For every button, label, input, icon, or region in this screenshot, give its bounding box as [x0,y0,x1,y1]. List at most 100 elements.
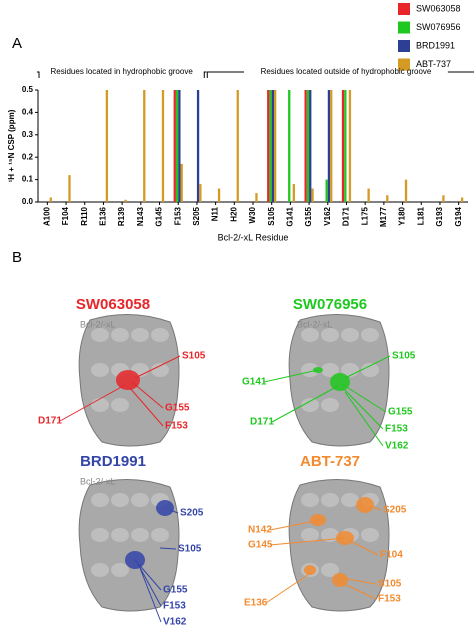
bar [49,197,52,202]
residue-pointer [342,387,384,430]
x-tick-label: A100 [42,206,51,226]
residue-pointer [344,391,384,447]
surface-texture [111,398,129,412]
residue-pointer [339,581,377,600]
legend-label: BRD1991 [416,40,455,50]
surface-texture [361,328,379,342]
panel-label: B [12,249,22,266]
residue-pointer [344,355,391,379]
surface-texture [361,363,379,377]
surface-texture [111,328,129,342]
surface-texture [131,528,149,542]
surface-texture [131,328,149,342]
x-tick-label: H20 [229,206,238,221]
x-tick-label: L175 [360,206,369,225]
surface-texture [91,493,109,507]
bar [330,90,333,202]
residue-label: D171 [250,417,274,428]
protein-label: Bcl-2/-xL [80,476,116,486]
residue-label: V162 [385,441,409,452]
residue-pointer [139,567,162,623]
x-tick-label: G145 [155,206,164,226]
ligand-title: BRD1991 [80,453,146,470]
x-tick-label: D171 [342,206,351,226]
surface-texture [91,528,109,542]
surface-texture [111,563,129,577]
bar [442,195,445,202]
surface-texture [91,398,109,412]
bar [309,90,312,202]
y-tick-label: 0.4 [22,108,34,117]
x-tick-label: L181 [416,206,425,225]
bar [175,90,179,202]
panel-label: A [12,35,22,52]
surface-texture [361,528,379,542]
surface-texture [321,563,339,577]
x-tick-label: G194 [454,206,463,226]
legend-label: SW063058 [416,3,461,13]
protein-surface [78,479,180,612]
bar [311,188,314,202]
residue-pointer [341,577,377,585]
ligand-title: SW076956 [293,296,367,313]
ligand-title: ABT-737 [300,453,360,470]
residue-label: F153 [165,421,188,432]
x-tick-label: R110 [80,206,89,225]
surface-texture [301,328,319,342]
residue-label: G155 [388,407,413,418]
y-tick-label: 0.3 [22,130,34,139]
residue-label: S105 [378,579,402,590]
surface-texture [341,493,359,507]
residue-pointer [134,559,162,591]
surface-texture [91,363,109,377]
residue-label: G155 [165,403,190,414]
residue-label: S105 [392,351,416,362]
surface-texture [301,528,319,542]
bar [173,90,176,202]
x-tick-label: G193 [435,206,444,226]
bar [236,90,239,202]
residue-label: S105 [178,544,202,555]
bar [269,90,272,202]
residue-label: N142 [248,525,272,536]
surface-texture [321,398,339,412]
bar [327,90,331,202]
residue-pointer [134,355,181,379]
residue-label: E136 [244,598,268,609]
bar [199,184,202,202]
x-tick-label: F104 [61,206,70,225]
bar [178,90,181,202]
residue-pointer [263,369,319,383]
residue-label: S105 [182,351,206,362]
legend-label: ABT-737 [416,59,451,69]
bar [105,90,109,202]
y-tick-label: 0.5 [22,85,34,94]
bar [304,90,307,202]
x-tick-label: S105 [267,206,276,225]
residue-label: S205 [180,508,204,519]
x-tick-label: W30 [248,206,257,223]
surface-texture [151,528,169,542]
residue-pointer [159,547,177,550]
group-label: Residues located outside of hydrophobic … [261,67,432,76]
residue-patch [304,565,316,575]
bar [143,90,146,202]
residue-pointer [169,509,179,514]
bar [267,90,270,202]
residue-pointer [341,383,387,413]
residue-label: F153 [378,594,401,605]
bar [341,90,345,202]
residue-pointer [369,505,382,511]
residue-pointer [269,519,321,531]
residue-pointer [271,385,339,423]
group-bracket [36,71,207,78]
y-axis-label: ¹H + ¹⁵N CSP (ppm) [7,109,16,182]
surface-texture [151,363,169,377]
group-label: Residues located in hydrophobic groove [50,67,193,76]
residue-pointer [269,537,346,546]
bar [161,90,165,202]
bar [348,90,352,202]
surface-texture [131,493,149,507]
legend-swatch [398,3,410,15]
bar [68,175,71,202]
